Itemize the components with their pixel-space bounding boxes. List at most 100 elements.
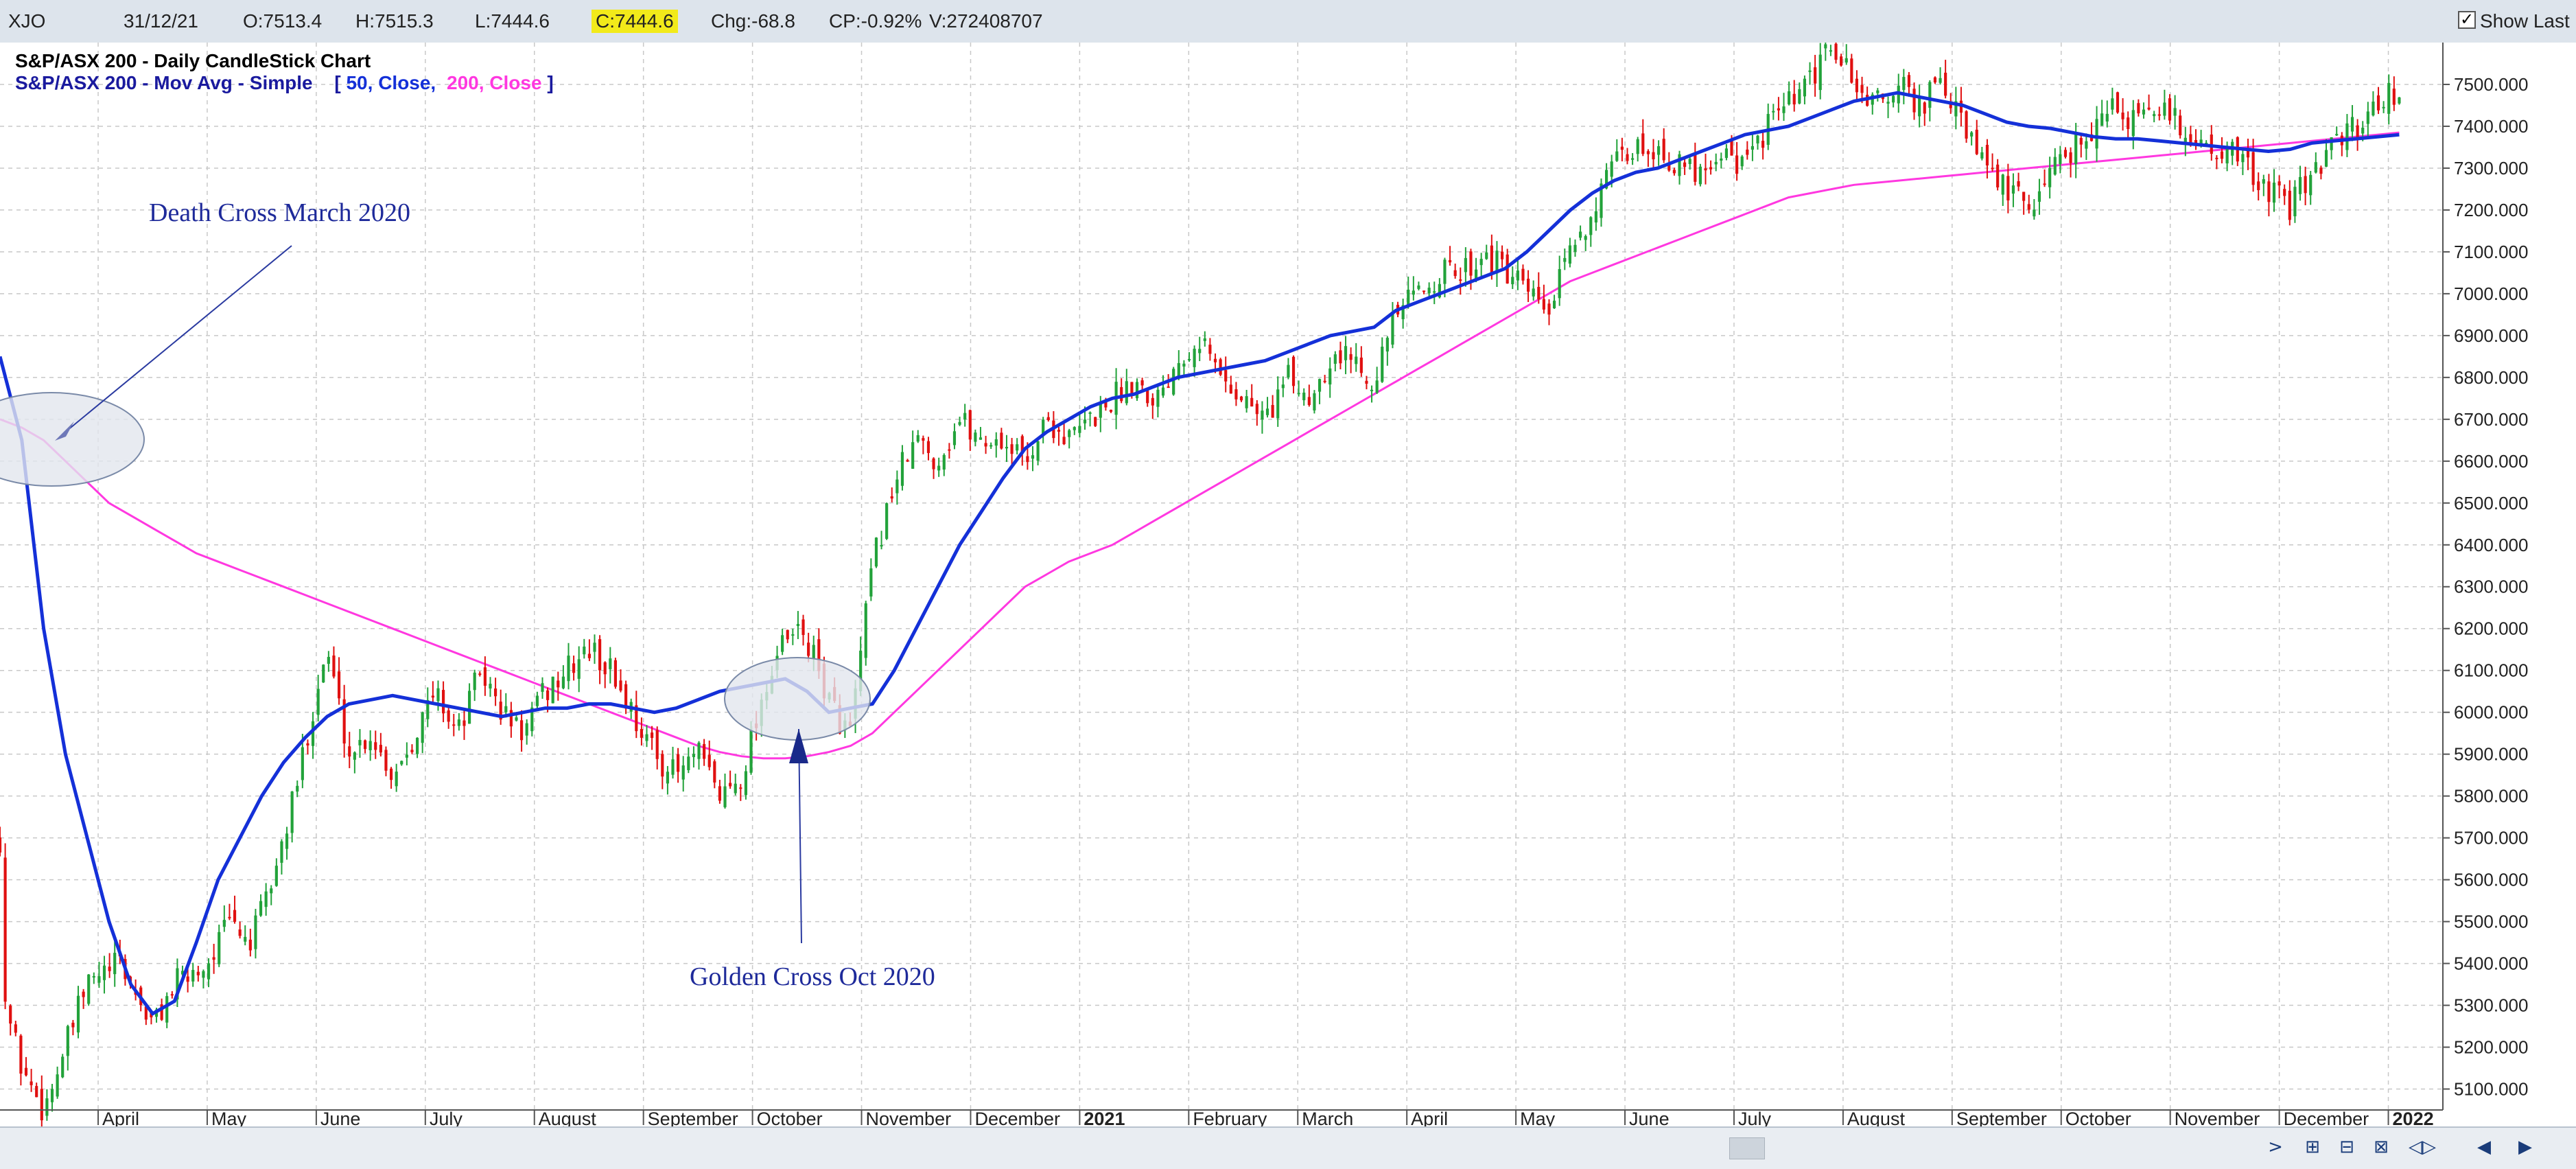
candle-body [655,730,659,759]
y-tick-label: 7300.000 [2454,158,2528,178]
candle-body [410,750,414,752]
candle-body [82,991,85,997]
candle-body [1224,370,1228,382]
candle-body [880,545,883,547]
candle-body [1381,347,1384,382]
candle-body [1818,54,1822,91]
zoom-fit-icon[interactable]: ⊠ [2374,1137,2389,1157]
candle-body [2220,151,2224,159]
candle-body [2330,137,2333,150]
candle-body [2053,157,2057,175]
candle-body [671,759,675,775]
candle-body [729,783,732,787]
candle-body [113,953,117,975]
candle-body [1970,132,1974,137]
candle-body [1573,244,1577,252]
candle-body [796,623,800,627]
candle-body [984,443,987,447]
candle-body [1156,389,1160,407]
date-label: 31/12/21 [124,10,198,32]
zoom-out-icon[interactable]: ⊟ [2339,1137,2354,1157]
candle-body [1120,386,1123,402]
candle-body [1495,251,1499,274]
x-tick-label: April [1411,1109,1448,1126]
candle-body [1939,78,1942,83]
y-tick-label: 6300.000 [2454,577,2528,597]
candle-body [1761,141,1765,148]
candle-body [1359,357,1363,373]
candle-body [316,688,320,715]
candle-body [2121,112,2124,119]
scroll-left-icon[interactable]: ◀ [2477,1137,2491,1157]
y-tick-label: 6000.000 [2454,702,2528,723]
candle-body [1219,359,1222,375]
candle-body [19,1035,23,1074]
y-tick-label: 6500.000 [2454,493,2528,513]
candle-body [1443,259,1447,284]
candle-body [859,650,863,691]
candle-body [2131,110,2135,137]
candle-body [692,754,696,757]
candlestick-chart[interactable]: Death Cross March 2020 Golden Cross Oct … [0,43,2576,1126]
golden-cross-arrowhead [789,729,808,763]
candle-body [233,910,237,922]
candle-body [994,439,998,446]
candle-body [979,437,983,440]
candle-body [2392,89,2396,105]
candle-body [577,659,581,679]
death-cross-ellipse [0,392,145,487]
symbol-label: XJO [8,10,46,32]
candle-body [2319,167,2323,174]
candle-body [2105,113,2109,121]
candle-body [681,765,685,780]
candle-body [895,479,899,494]
candle-body [2257,181,2260,190]
candle-body [603,662,607,675]
candle-body [1803,78,1807,97]
candle-body [218,931,221,964]
candle-body [1271,405,1274,418]
candle-body [228,916,231,918]
candle-body [807,643,810,656]
pan-icon[interactable]: ◁▷ [2409,1137,2436,1157]
candle-body [598,639,602,671]
candle-body [1245,396,1248,408]
candle-body [546,690,550,700]
candle-body [1808,70,1812,72]
candle-body [723,786,727,807]
y-tick-label: 5800.000 [2454,786,2528,807]
candle-body [1532,288,1535,297]
candle-body [1694,154,1697,182]
horizontal-scrollbar[interactable] [11,1135,2269,1159]
candle-body [885,503,889,540]
candle-body [713,761,716,783]
candle-body [1161,387,1165,396]
candle-body [186,976,189,982]
candle-body [40,1089,43,1121]
candle-body [1255,404,1258,415]
candle-body [567,656,570,682]
candle-body [1991,167,1994,170]
y-tick-label: 5700.000 [2454,828,2528,848]
candle-body [1975,129,1978,154]
candle-body [1365,380,1368,384]
x-tick-label: June [1629,1109,1670,1126]
x-tick-label: September [648,1109,738,1126]
scroll-end-icon[interactable]: ▶ [2518,1137,2532,1157]
candle-body [1208,345,1212,354]
candle-body [677,754,680,772]
y-tick-label: 6900.000 [2454,325,2528,346]
candle-body [264,891,268,907]
scrollbar-thumb[interactable] [1729,1137,1765,1159]
candle-body [1490,245,1493,274]
show-last-checkbox[interactable]: ✓ [2458,11,2476,29]
candle-body [2011,185,2015,194]
zoom-in-icon[interactable]: ⊞ [2305,1137,2320,1157]
y-tick-label: 6600.000 [2454,451,2528,472]
candle-body [561,676,565,688]
x-tick-label: November [2175,1109,2260,1126]
scroll-right-icon[interactable]: > [2268,1137,2283,1157]
candle-body [651,732,654,739]
candle-body [207,963,211,980]
candle-body [948,449,951,451]
